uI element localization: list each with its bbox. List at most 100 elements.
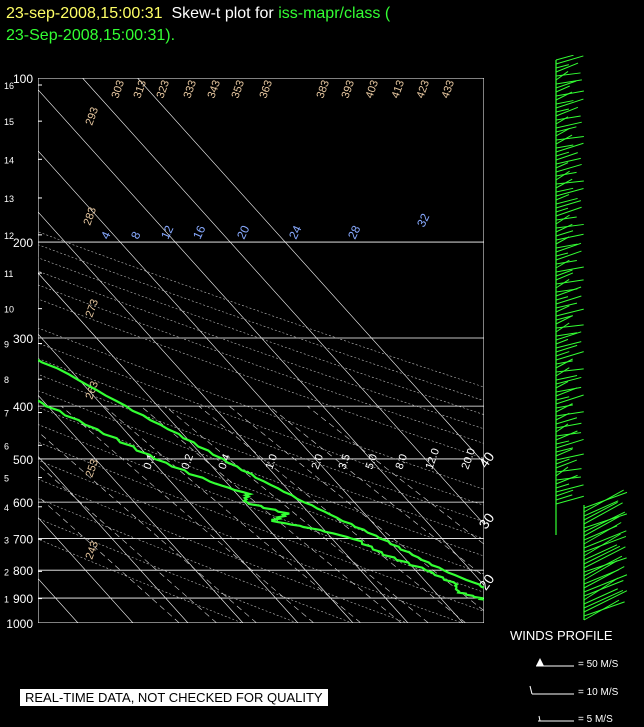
mixing-label: 5.0: [364, 453, 381, 471]
theta-label: 253: [84, 458, 102, 479]
wind-barb: [555, 430, 578, 441]
skewt-labels: 1002003004005006007008009001000123456789…: [4, 72, 498, 631]
wind-barb: [555, 458, 570, 465]
height-label: 11: [4, 269, 13, 279]
height-label: 9: [4, 339, 9, 349]
wind-barb: [555, 367, 570, 377]
wind-barb: [555, 135, 584, 141]
isotherm-line: [38, 455, 189, 623]
dry-adiabat: [38, 406, 484, 575]
wind-barb: [555, 116, 569, 125]
wind-barb: [555, 108, 569, 113]
upper-label: 12: [158, 223, 176, 241]
wind-barb: [555, 438, 584, 449]
wind-barb: [583, 590, 628, 613]
wind-barb: [555, 272, 574, 281]
isotherm-label: 30: [475, 510, 497, 532]
wind-barb: [583, 589, 624, 609]
isotherm-line: [38, 211, 409, 623]
pressure-label: 700: [13, 533, 33, 547]
isotherm-line: [38, 272, 354, 623]
pressure-label: 800: [13, 564, 33, 578]
mixing-label: 3.5: [337, 453, 354, 471]
wind-barb: [555, 332, 578, 337]
wind-barb: [583, 516, 620, 537]
wind-barb: [583, 513, 628, 529]
theta-label: 293: [84, 106, 102, 127]
pressure-label: 400: [13, 400, 33, 414]
wind-barb: [583, 574, 628, 593]
wind-barb: [555, 375, 578, 381]
wind-barb: [555, 223, 573, 233]
theta-label: 413: [390, 79, 408, 100]
wind-barb: [555, 468, 582, 473]
theta-label: 403: [364, 79, 382, 100]
wind-barb: [555, 466, 569, 477]
wind-barb: [555, 338, 569, 345]
wind-barb: [555, 115, 581, 121]
upper-label: 4: [98, 229, 114, 241]
upper-label: 20: [234, 223, 252, 241]
wind-barb: [555, 381, 569, 389]
theta-label: 353: [230, 79, 248, 100]
wind-barb: [583, 545, 621, 565]
wind-barb: [555, 411, 584, 417]
mixing-label: 1.0: [264, 453, 281, 471]
wind-barb: [583, 530, 627, 549]
mixing-ratio-line: [61, 405, 314, 623]
isotherm-line: [38, 89, 484, 586]
theta-label: 433: [440, 79, 458, 100]
wind-barb: [555, 302, 578, 309]
wind-barb: [555, 351, 584, 361]
wind-barb: [555, 230, 574, 237]
wind-barb: [555, 144, 574, 149]
title-station: iss-mapr/class (: [278, 5, 391, 22]
wind-barb: [555, 351, 570, 357]
wind-barb: [555, 448, 573, 457]
wind-barb: [555, 79, 582, 85]
mixing-ratio-line: [268, 405, 484, 577]
wind-barb: [555, 55, 574, 61]
theta-label: 343: [206, 79, 224, 100]
pressure-label: 100: [13, 72, 33, 86]
wind-barb: [555, 279, 570, 289]
wind-barb: [555, 404, 573, 409]
pressure-label: 500: [13, 453, 33, 467]
height-label: 12: [4, 231, 14, 241]
mixing-label: 2.0: [310, 453, 327, 471]
mixing-ratio-line: [38, 431, 257, 623]
wind-barb: [555, 295, 582, 305]
dry-adiabat: [38, 390, 484, 557]
temperature-trace: [38, 358, 484, 589]
wind-barb: [583, 511, 626, 533]
theta-label: 273: [84, 298, 102, 319]
legend-barb-10: [529, 685, 533, 695]
wind-barb: [555, 423, 569, 433]
dry-adiabat: [38, 538, 243, 623]
isotherm-line: [137, 78, 484, 464]
skewt-traces: [38, 358, 484, 601]
wind-barb: [555, 100, 574, 105]
wind-barb: [583, 546, 626, 569]
wind-barb: [555, 394, 584, 405]
wind-barb: [555, 396, 570, 401]
wind-barb: [555, 106, 579, 117]
wind-barb: [555, 344, 578, 353]
wind-barb: [583, 560, 618, 581]
wind-barb: [583, 566, 625, 589]
wind-barb: [555, 243, 578, 249]
wind-barb: [555, 162, 569, 169]
mixing-ratio-line: [140, 405, 402, 623]
wind-barb: [583, 580, 624, 597]
wind-barb: [555, 62, 579, 73]
dry-adiabat: [38, 244, 484, 401]
height-label: 7: [4, 409, 9, 419]
chart-title: 23-sep-2008,15:00:31 Skew-t plot for iss…: [6, 2, 390, 26]
upper-label: 8: [128, 229, 144, 241]
wind-barb: [555, 322, 570, 333]
pressure-label: 300: [13, 332, 33, 346]
wind-barb: [555, 170, 570, 181]
wind-barb: [555, 134, 573, 145]
wind-barb: [555, 127, 570, 137]
